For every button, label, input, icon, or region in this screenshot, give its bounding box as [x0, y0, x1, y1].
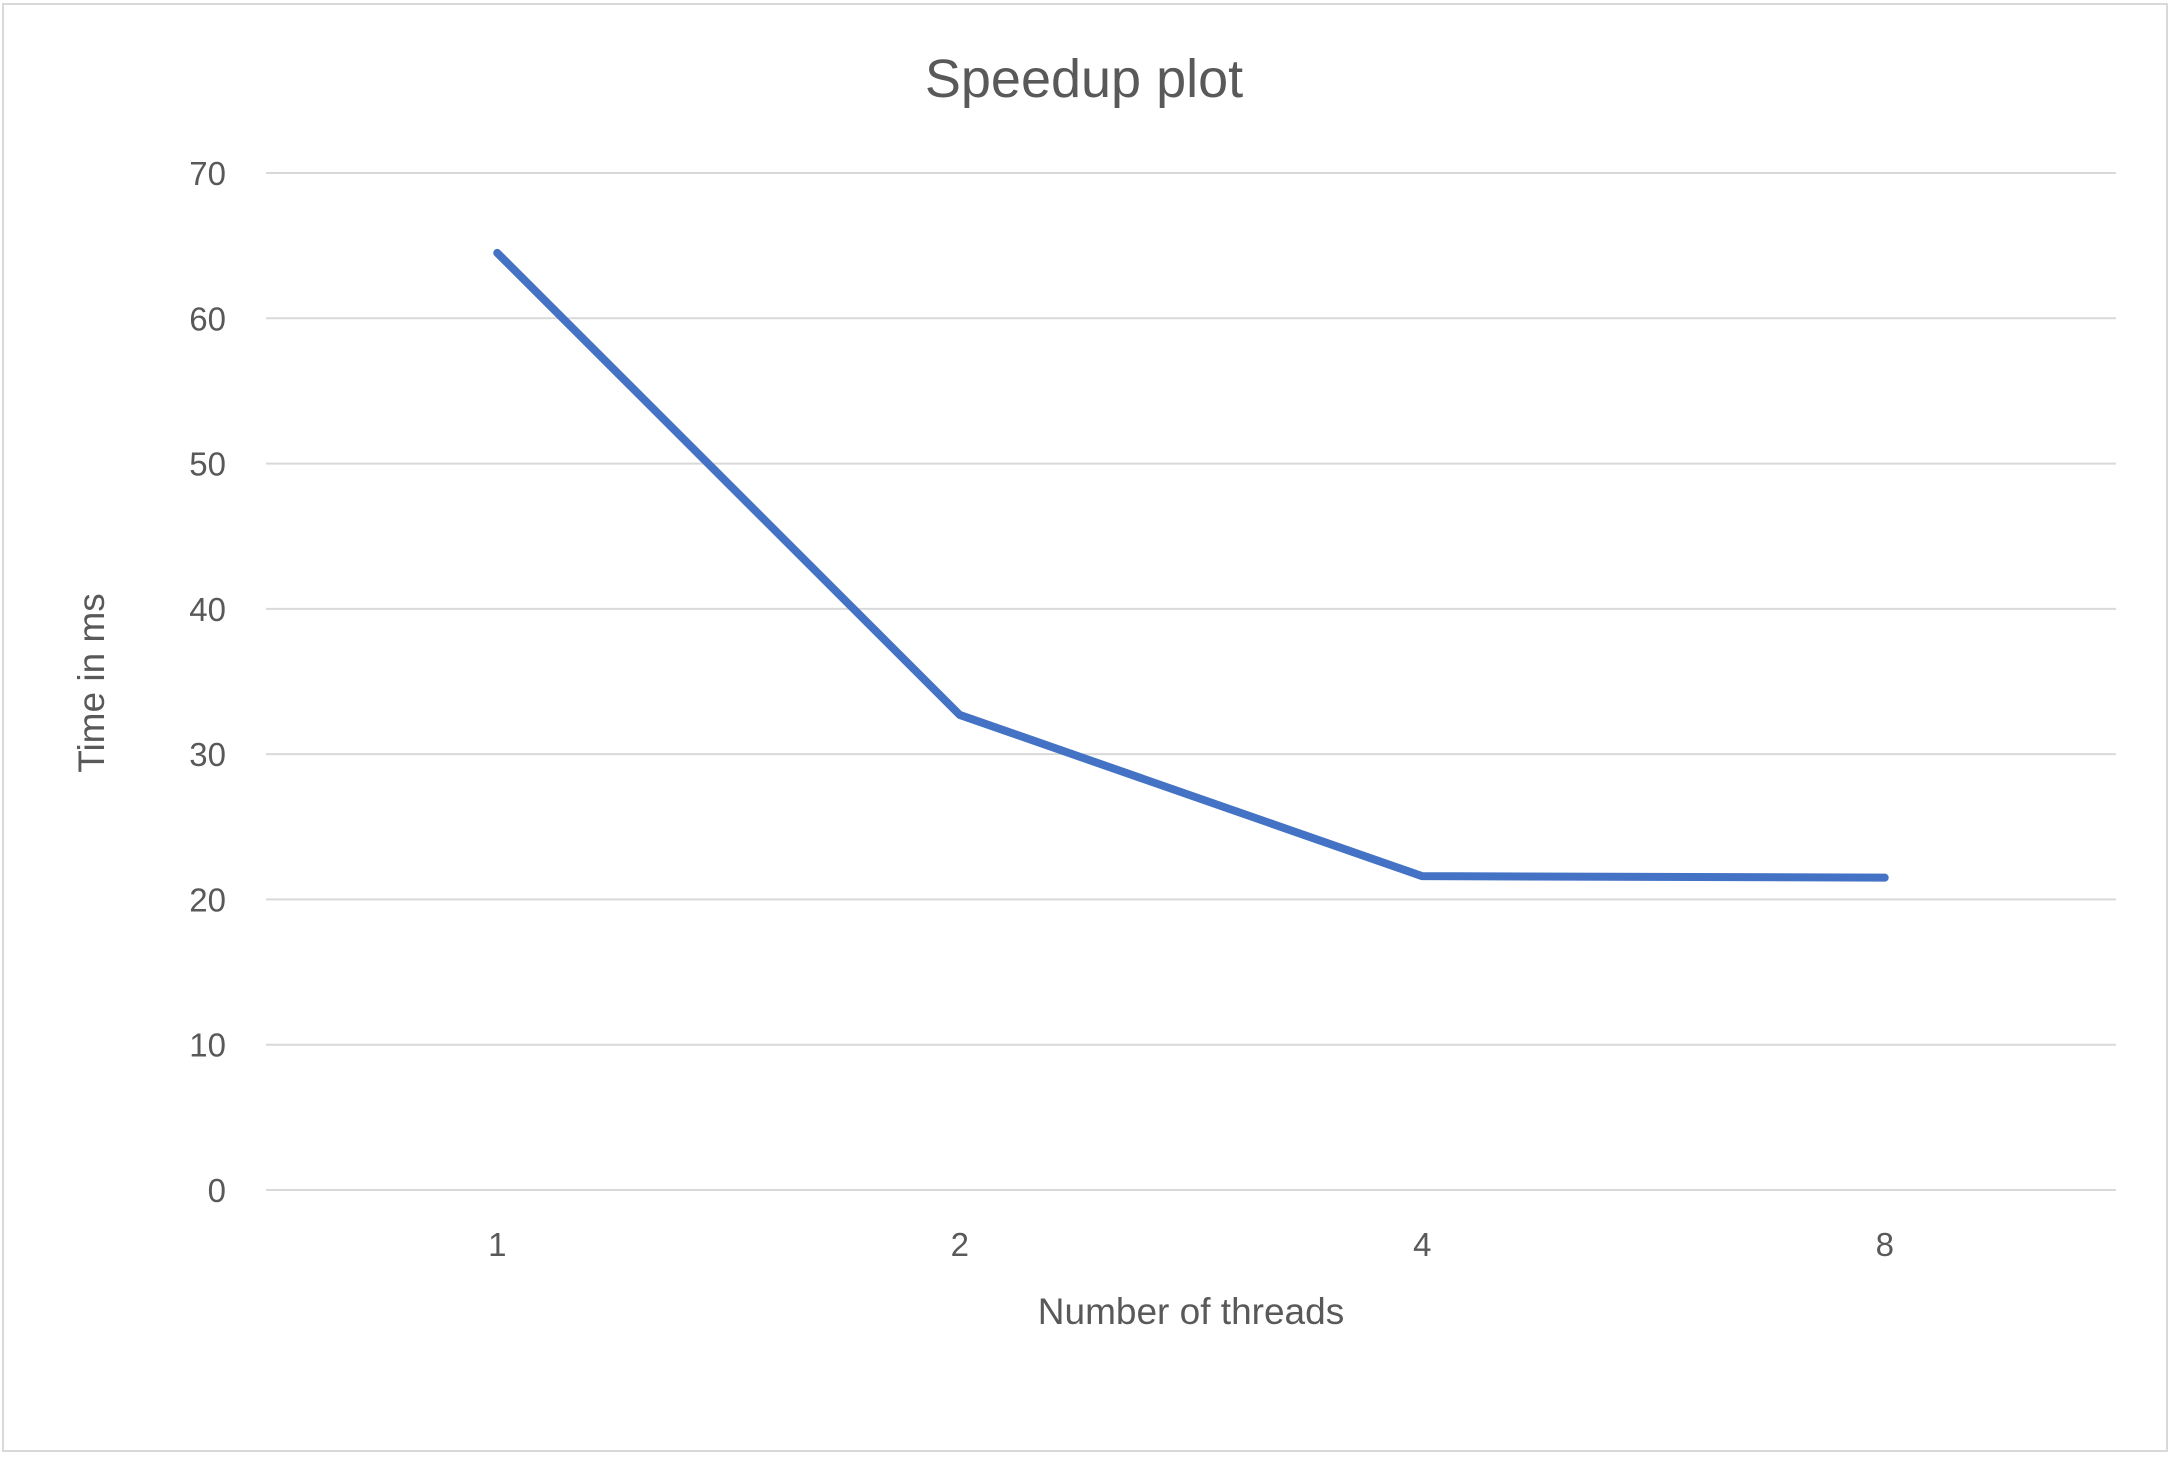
gridlines — [266, 172, 2116, 1191]
chart-title: Speedup plot — [925, 49, 1243, 109]
y-tick-label-20: 20 — [189, 881, 226, 918]
x-axis-ticks: 1 2 4 8 — [488, 1226, 1894, 1263]
y-tick-label-70: 70 — [189, 155, 226, 192]
y-tick-label-50: 50 — [189, 446, 226, 483]
y-axis-ticks: 0 10 20 30 40 50 60 70 — [189, 155, 226, 1209]
chart-area — [2, 3, 2168, 1452]
x-tick-label-1: 1 — [488, 1226, 506, 1263]
y-tick-label-60: 60 — [189, 300, 226, 337]
series-layer — [493, 248, 1889, 882]
x-tick-label-4: 4 — [1413, 1226, 1431, 1263]
x-axis-title: Number of threads — [1038, 1291, 1344, 1332]
x-tick-label-2: 2 — [951, 1226, 969, 1263]
y-tick-label-10: 10 — [189, 1027, 226, 1064]
y-tick-label-30: 30 — [189, 736, 226, 773]
y-tick-label-0: 0 — [208, 1172, 226, 1209]
x-tick-label-8: 8 — [1876, 1226, 1894, 1263]
y-tick-label-40: 40 — [189, 591, 226, 628]
y-axis-title: Time in ms — [71, 593, 112, 773]
series-line-0 — [493, 248, 1889, 882]
